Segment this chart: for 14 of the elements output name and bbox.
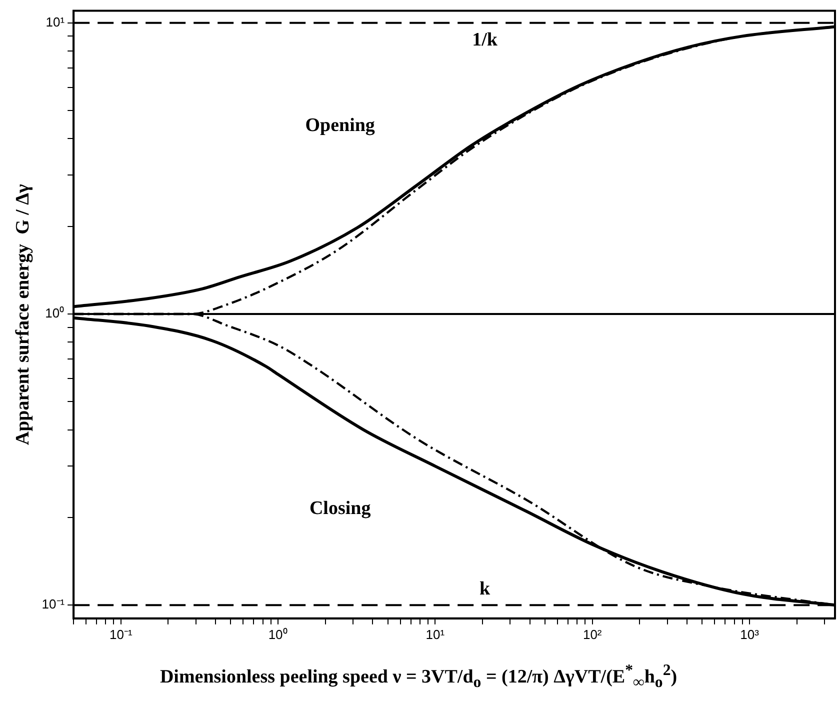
y-axis-title: Apparent surface energy G / Δγ xyxy=(12,184,34,446)
x-tick-label: 10⁰ xyxy=(268,626,288,642)
y-tick-label: 10¹ xyxy=(46,14,66,30)
x-tick-label: 10⁻¹ xyxy=(110,626,133,642)
ref-line-label: 1/k xyxy=(472,29,498,50)
annotation: Opening xyxy=(305,115,376,136)
annotation: Closing xyxy=(309,498,372,519)
text: Dimensionless peeling speed ν = 3VT/d$_{o}$ = (12/π) ΔγVT/(E$^{*}$$_{∞}$h$_{o}$$^{2}$) xyxy=(160,662,678,692)
x-tick-label: 10³ xyxy=(740,626,760,642)
y-tick-label: 10⁻¹ xyxy=(42,596,66,612)
y-tick-label: 10⁰ xyxy=(45,306,65,321)
ref-line-label: k xyxy=(479,578,490,600)
x-tick-label: 10¹ xyxy=(426,626,446,642)
x-tick-label: 10² xyxy=(582,626,602,642)
